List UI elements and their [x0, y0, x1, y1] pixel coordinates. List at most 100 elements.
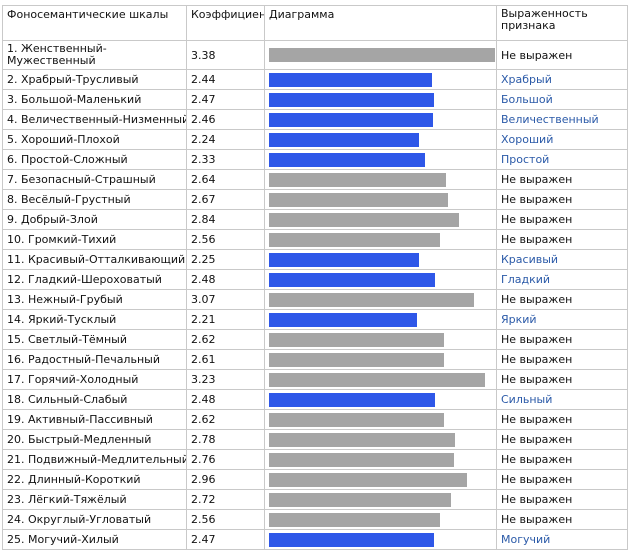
- header-expression: Выраженность признака: [496, 5, 628, 41]
- expression-value: Хороший: [496, 129, 628, 150]
- diagram-cell: [264, 289, 497, 310]
- coefficient-value: 2.48: [186, 389, 265, 410]
- coefficient-value: 2.62: [186, 409, 265, 430]
- table-row: 14. Яркий-Тусклый 2.21 Яркий: [2, 309, 628, 330]
- diagram-bar: [269, 72, 432, 87]
- diagram-bar: [269, 392, 435, 407]
- table-row: 19. Активный-Пассивный 2.62 Не выражен: [2, 409, 628, 430]
- expression-value: Могучий: [496, 529, 628, 550]
- table-row: 23. Лёгкий-Тяжёлый 2.72 Не выражен: [2, 489, 628, 510]
- coefficient-value: 3.23: [186, 369, 265, 390]
- coefficient-value: 2.48: [186, 269, 265, 290]
- diagram-cell: [264, 469, 497, 490]
- diagram-cell: [264, 189, 497, 210]
- expression-value: Не выражен: [496, 369, 628, 390]
- scale-name: 22. Длинный-Короткий: [2, 469, 187, 490]
- table-row: 12. Гладкий-Шероховатый 2.48 Гладкий: [2, 269, 628, 290]
- expression-value: Не выражен: [496, 429, 628, 450]
- coefficient-value: 2.62: [186, 329, 265, 350]
- diagram-bar: [269, 192, 448, 207]
- diagram-bar: [269, 292, 474, 307]
- diagram-cell: [264, 169, 497, 190]
- expression-value: Большой: [496, 89, 628, 110]
- diagram-bar: [269, 332, 444, 347]
- coefficient-value: 2.21: [186, 309, 265, 330]
- expression-value: Не выражен: [496, 329, 628, 350]
- coefficient-value: 2.76: [186, 449, 265, 470]
- table-row: 15. Светлый-Тёмный 2.62 Не выражен: [2, 329, 628, 350]
- diagram-cell: [264, 309, 497, 330]
- coefficient-value: 2.78: [186, 429, 265, 450]
- expression-value: Не выражен: [496, 469, 628, 490]
- header-diagram: Диаграмма: [264, 5, 497, 41]
- scale-name: 16. Радостный-Печальный: [2, 349, 187, 370]
- diagram-cell: [264, 509, 497, 530]
- table-row: 4. Величественный-Низменный 2.46 Величеств…: [2, 109, 628, 130]
- diagram-bar: [269, 152, 425, 167]
- scale-name: 3. Большой-Маленький: [2, 89, 187, 110]
- diagram-bar: [269, 92, 434, 107]
- phonosemantic-table: Фоносемантические шкалы Коэффициент Диаг…: [2, 5, 628, 550]
- coefficient-value: 2.72: [186, 489, 265, 510]
- diagram-cell: [264, 409, 497, 430]
- expression-value: Не выражен: [496, 509, 628, 530]
- table-row: 3. Большой-Маленький 2.47 Большой: [2, 89, 628, 110]
- coefficient-value: 2.44: [186, 69, 265, 90]
- expression-value: Гладкий: [496, 269, 628, 290]
- coefficient-value: 2.46: [186, 109, 265, 130]
- table-row: 9. Добрый-Злой 2.84 Не выражен: [2, 209, 628, 230]
- diagram-cell: [264, 249, 497, 270]
- diagram-cell: [264, 149, 497, 170]
- table-row: 7. Безопасный-Страшный 2.64 Не выражен: [2, 169, 628, 190]
- scale-name: 20. Быстрый-Медленный: [2, 429, 187, 450]
- expression-value: Не выражен: [496, 169, 628, 190]
- scale-name: 9. Добрый-Злой: [2, 209, 187, 230]
- diagram-bar: [269, 452, 454, 467]
- scale-name: 23. Лёгкий-Тяжёлый: [2, 489, 187, 510]
- diagram-cell: [264, 209, 497, 230]
- coefficient-value: 2.61: [186, 349, 265, 370]
- coefficient-value: 2.64: [186, 169, 265, 190]
- table-row: 25. Могучий-Хилый 2.47 Могучий: [2, 529, 628, 550]
- diagram-cell: [264, 529, 497, 550]
- diagram-bar: [269, 532, 434, 547]
- coefficient-value: 2.25: [186, 249, 265, 270]
- scale-name: 11. Красивый-Отталкивающий: [2, 249, 187, 270]
- scale-name: 6. Простой-Сложный: [2, 149, 187, 170]
- expression-value: Не выражен: [496, 289, 628, 310]
- table-row: 18. Сильный-Слабый 2.48 Сильный: [2, 389, 628, 410]
- expression-value: Не выражен: [496, 229, 628, 250]
- diagram-bar: [269, 172, 446, 187]
- header-coef: Коэффициент: [186, 5, 265, 41]
- diagram-bar: [269, 472, 467, 487]
- coefficient-value: 3.07: [186, 289, 265, 310]
- table-row: 20. Быстрый-Медленный 2.78 Не выражен: [2, 429, 628, 450]
- expression-value: Не выражен: [496, 409, 628, 430]
- expression-value: Красивый: [496, 249, 628, 270]
- coefficient-value: 3.38: [186, 40, 265, 70]
- diagram-bar: [269, 252, 419, 267]
- diagram-cell: [264, 109, 497, 130]
- expression-value: Простой: [496, 149, 628, 170]
- diagram-bar: [269, 512, 440, 527]
- table-row: 21. Подвижный-Медлительный 2.76 Не выражен: [2, 449, 628, 470]
- diagram-cell: [264, 389, 497, 410]
- scale-name: 15. Светлый-Тёмный: [2, 329, 187, 350]
- expression-value: Величественный: [496, 109, 628, 130]
- coefficient-value: 2.47: [186, 529, 265, 550]
- table-row: 8. Весёлый-Грустный 2.67 Не выражен: [2, 189, 628, 210]
- diagram-cell: [264, 69, 497, 90]
- diagram-cell: [264, 449, 497, 470]
- scale-name: 1. Женственный-Мужественный: [2, 40, 187, 70]
- diagram-bar: [269, 432, 455, 447]
- table-row: 22. Длинный-Короткий 2.96 Не выражен: [2, 469, 628, 490]
- diagram-bar: [269, 312, 417, 327]
- diagram-cell: [264, 129, 497, 150]
- expression-value: Не выражен: [496, 449, 628, 470]
- diagram-cell: [264, 429, 497, 450]
- expression-value: Не выражен: [496, 349, 628, 370]
- expression-value: Не выражен: [496, 489, 628, 510]
- diagram-bar: [269, 352, 444, 367]
- diagram-cell: [264, 229, 497, 250]
- table-row: 6. Простой-Сложный 2.33 Простой: [2, 149, 628, 170]
